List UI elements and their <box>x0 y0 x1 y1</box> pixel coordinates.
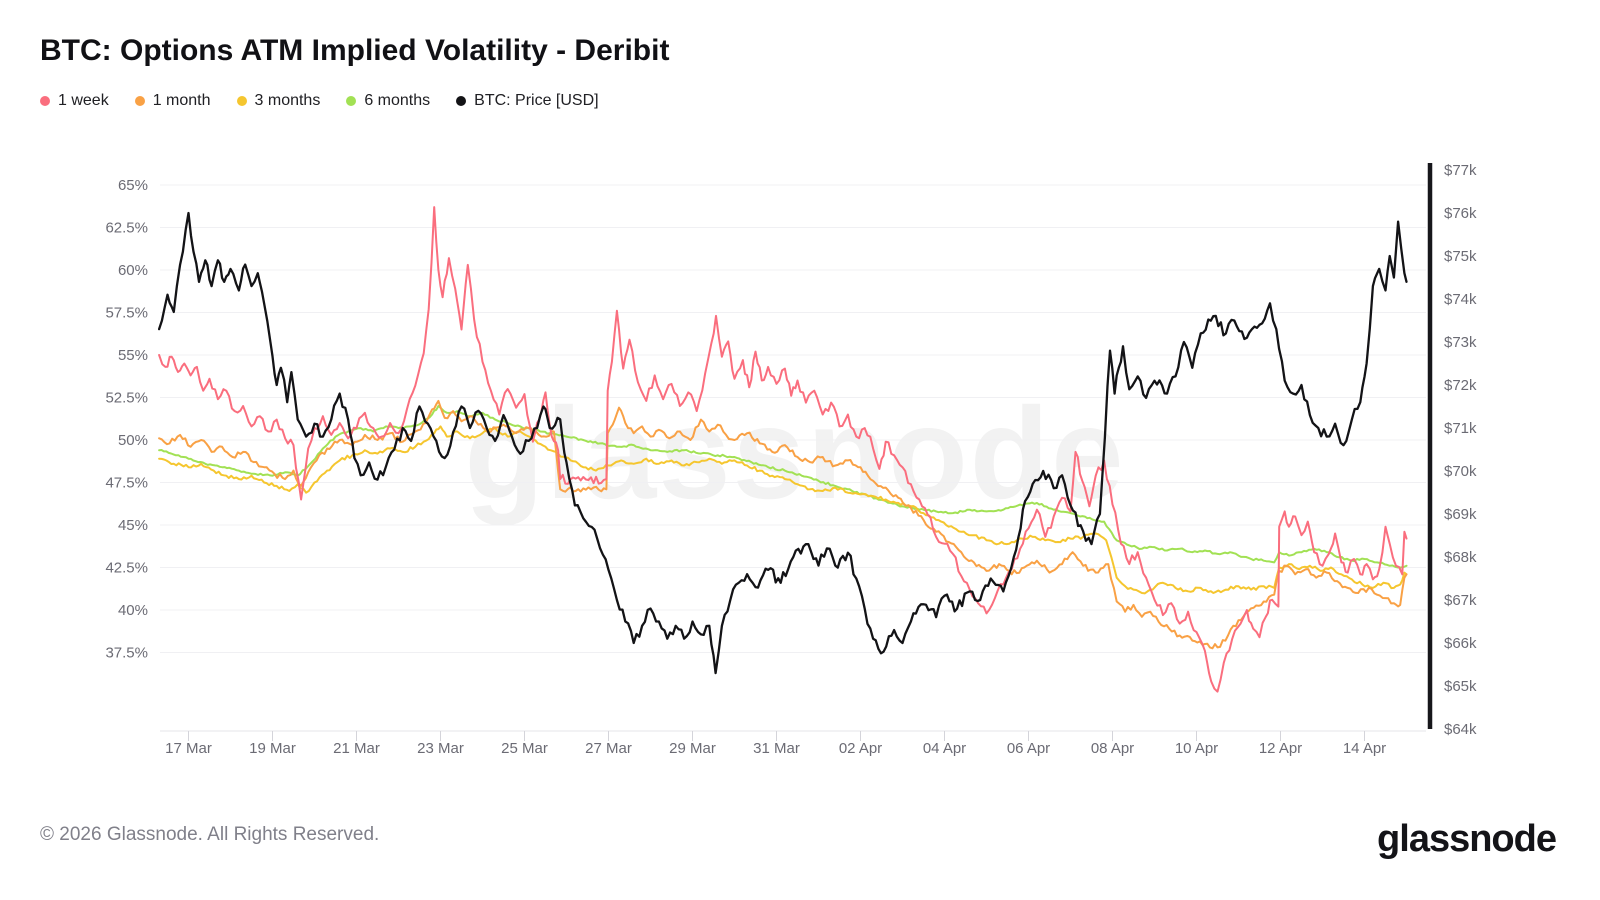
x-axis-tick-label: 27 Mar <box>585 740 632 757</box>
x-axis-tick-label: 17 Mar <box>165 740 212 757</box>
y-axis-right-tick-label: $77k <box>1444 162 1477 179</box>
x-axis-tick-label: 08 Apr <box>1091 740 1134 757</box>
y-axis-right-tick-label: $72k <box>1444 377 1477 394</box>
y-axis-right-tick-label: $64k <box>1444 721 1477 738</box>
legend-label-btc-price: BTC: Price [USD] <box>474 92 599 109</box>
y-axis-left-tick-label: 57.5% <box>105 305 148 322</box>
y-axis-left-tick-label: 42.5% <box>105 560 148 577</box>
series-line-6-months <box>158 405 1408 569</box>
y-axis-right-tick-label: $68k <box>1444 549 1477 566</box>
y-axis-left-tick-label: 47.5% <box>105 475 148 492</box>
y-axis-left-tick-label: 55% <box>118 347 148 364</box>
series-line-1-month <box>158 399 1408 650</box>
legend-label-6-months: 6 months <box>364 92 431 109</box>
y-axis-left-tick-label: 50% <box>118 432 148 449</box>
y-axis-right-tick-label: $66k <box>1444 635 1477 652</box>
legend-item-1-week[interactable]: 1 week <box>40 92 109 110</box>
x-axis-tick-label: 12 Apr <box>1259 740 1302 757</box>
y-axis-right-tick-label: $67k <box>1444 592 1477 609</box>
x-axis-tick-label: 14 Apr <box>1343 740 1386 757</box>
series-line-btc-price-usd <box>158 211 1408 675</box>
legend-dot-6-months-icon <box>346 96 357 106</box>
y-axis-left-tick-label: 37.5% <box>105 645 148 662</box>
y-axis-left-tick-label: 45% <box>118 517 148 534</box>
glassnode-logo: glassnode <box>1377 818 1557 860</box>
y-axis-right-tick-label: $74k <box>1444 291 1477 308</box>
legend-dot-btc-price-icon <box>456 96 467 106</box>
y-axis-left-tick-label: 62.5% <box>105 220 148 237</box>
y-axis-right-tick-label: $65k <box>1444 678 1477 695</box>
x-axis-tick-label: 23 Mar <box>417 740 464 757</box>
x-axis-tick-label: 06 Apr <box>1007 740 1050 757</box>
x-axis-tick-label: 19 Mar <box>249 740 296 757</box>
legend-dot-1-week-icon <box>40 96 50 106</box>
x-axis-tick-label: 31 Mar <box>753 740 800 757</box>
legend-label-3-months: 3 months <box>254 92 321 109</box>
y-axis-right-tick-label: $69k <box>1444 506 1477 523</box>
y-axis-right-tick-label: $70k <box>1444 463 1477 480</box>
x-axis-tick-label: 21 Mar <box>333 740 380 757</box>
x-axis-tick-label: 10 Apr <box>1175 740 1218 757</box>
series-line-1-week <box>158 206 1408 693</box>
legend-label-1-week: 1 week <box>58 92 109 109</box>
legend-item-6-months[interactable]: 6 months <box>346 92 430 110</box>
footer-copyright: © 2026 Glassnode. All Rights Reserved. <box>40 824 380 845</box>
legend-item-1-month[interactable]: 1 month <box>134 92 211 110</box>
legend-item-btc-price[interactable]: BTC: Price [USD] <box>456 92 599 110</box>
y-axis-right-tick-label: $75k <box>1444 248 1477 265</box>
y-axis-right-tick-label: $73k <box>1444 334 1477 351</box>
legend-item-3-months[interactable]: 3 months <box>236 92 321 110</box>
x-axis-tick-label: 02 Apr <box>839 740 882 757</box>
y-axis-right-tick-label: $71k <box>1444 420 1477 437</box>
y-axis-left-tick-label: 52.5% <box>105 390 148 407</box>
y-axis-left-tick-label: 40% <box>118 602 148 619</box>
legend: 1 week 1 month 3 months 6 months BTC: Pr… <box>40 92 599 110</box>
y-axis-left-tick-label: 65% <box>118 177 148 194</box>
series-line-3-months <box>158 425 1408 595</box>
legend-label-1-month: 1 month <box>152 92 211 109</box>
y-axis-right-tick-label: $76k <box>1444 205 1477 222</box>
legend-dot-1-month-icon <box>134 96 145 106</box>
x-axis-tick-label: 25 Mar <box>501 740 548 757</box>
x-axis-tick-label: 04 Apr <box>923 740 966 757</box>
x-axis-tick-label: 29 Mar <box>669 740 716 757</box>
legend-dot-3-months-icon <box>236 96 247 106</box>
y-axis-left-tick-label: 60% <box>118 262 148 279</box>
page-title: BTC: Options ATM Implied Volatility - De… <box>40 34 670 67</box>
